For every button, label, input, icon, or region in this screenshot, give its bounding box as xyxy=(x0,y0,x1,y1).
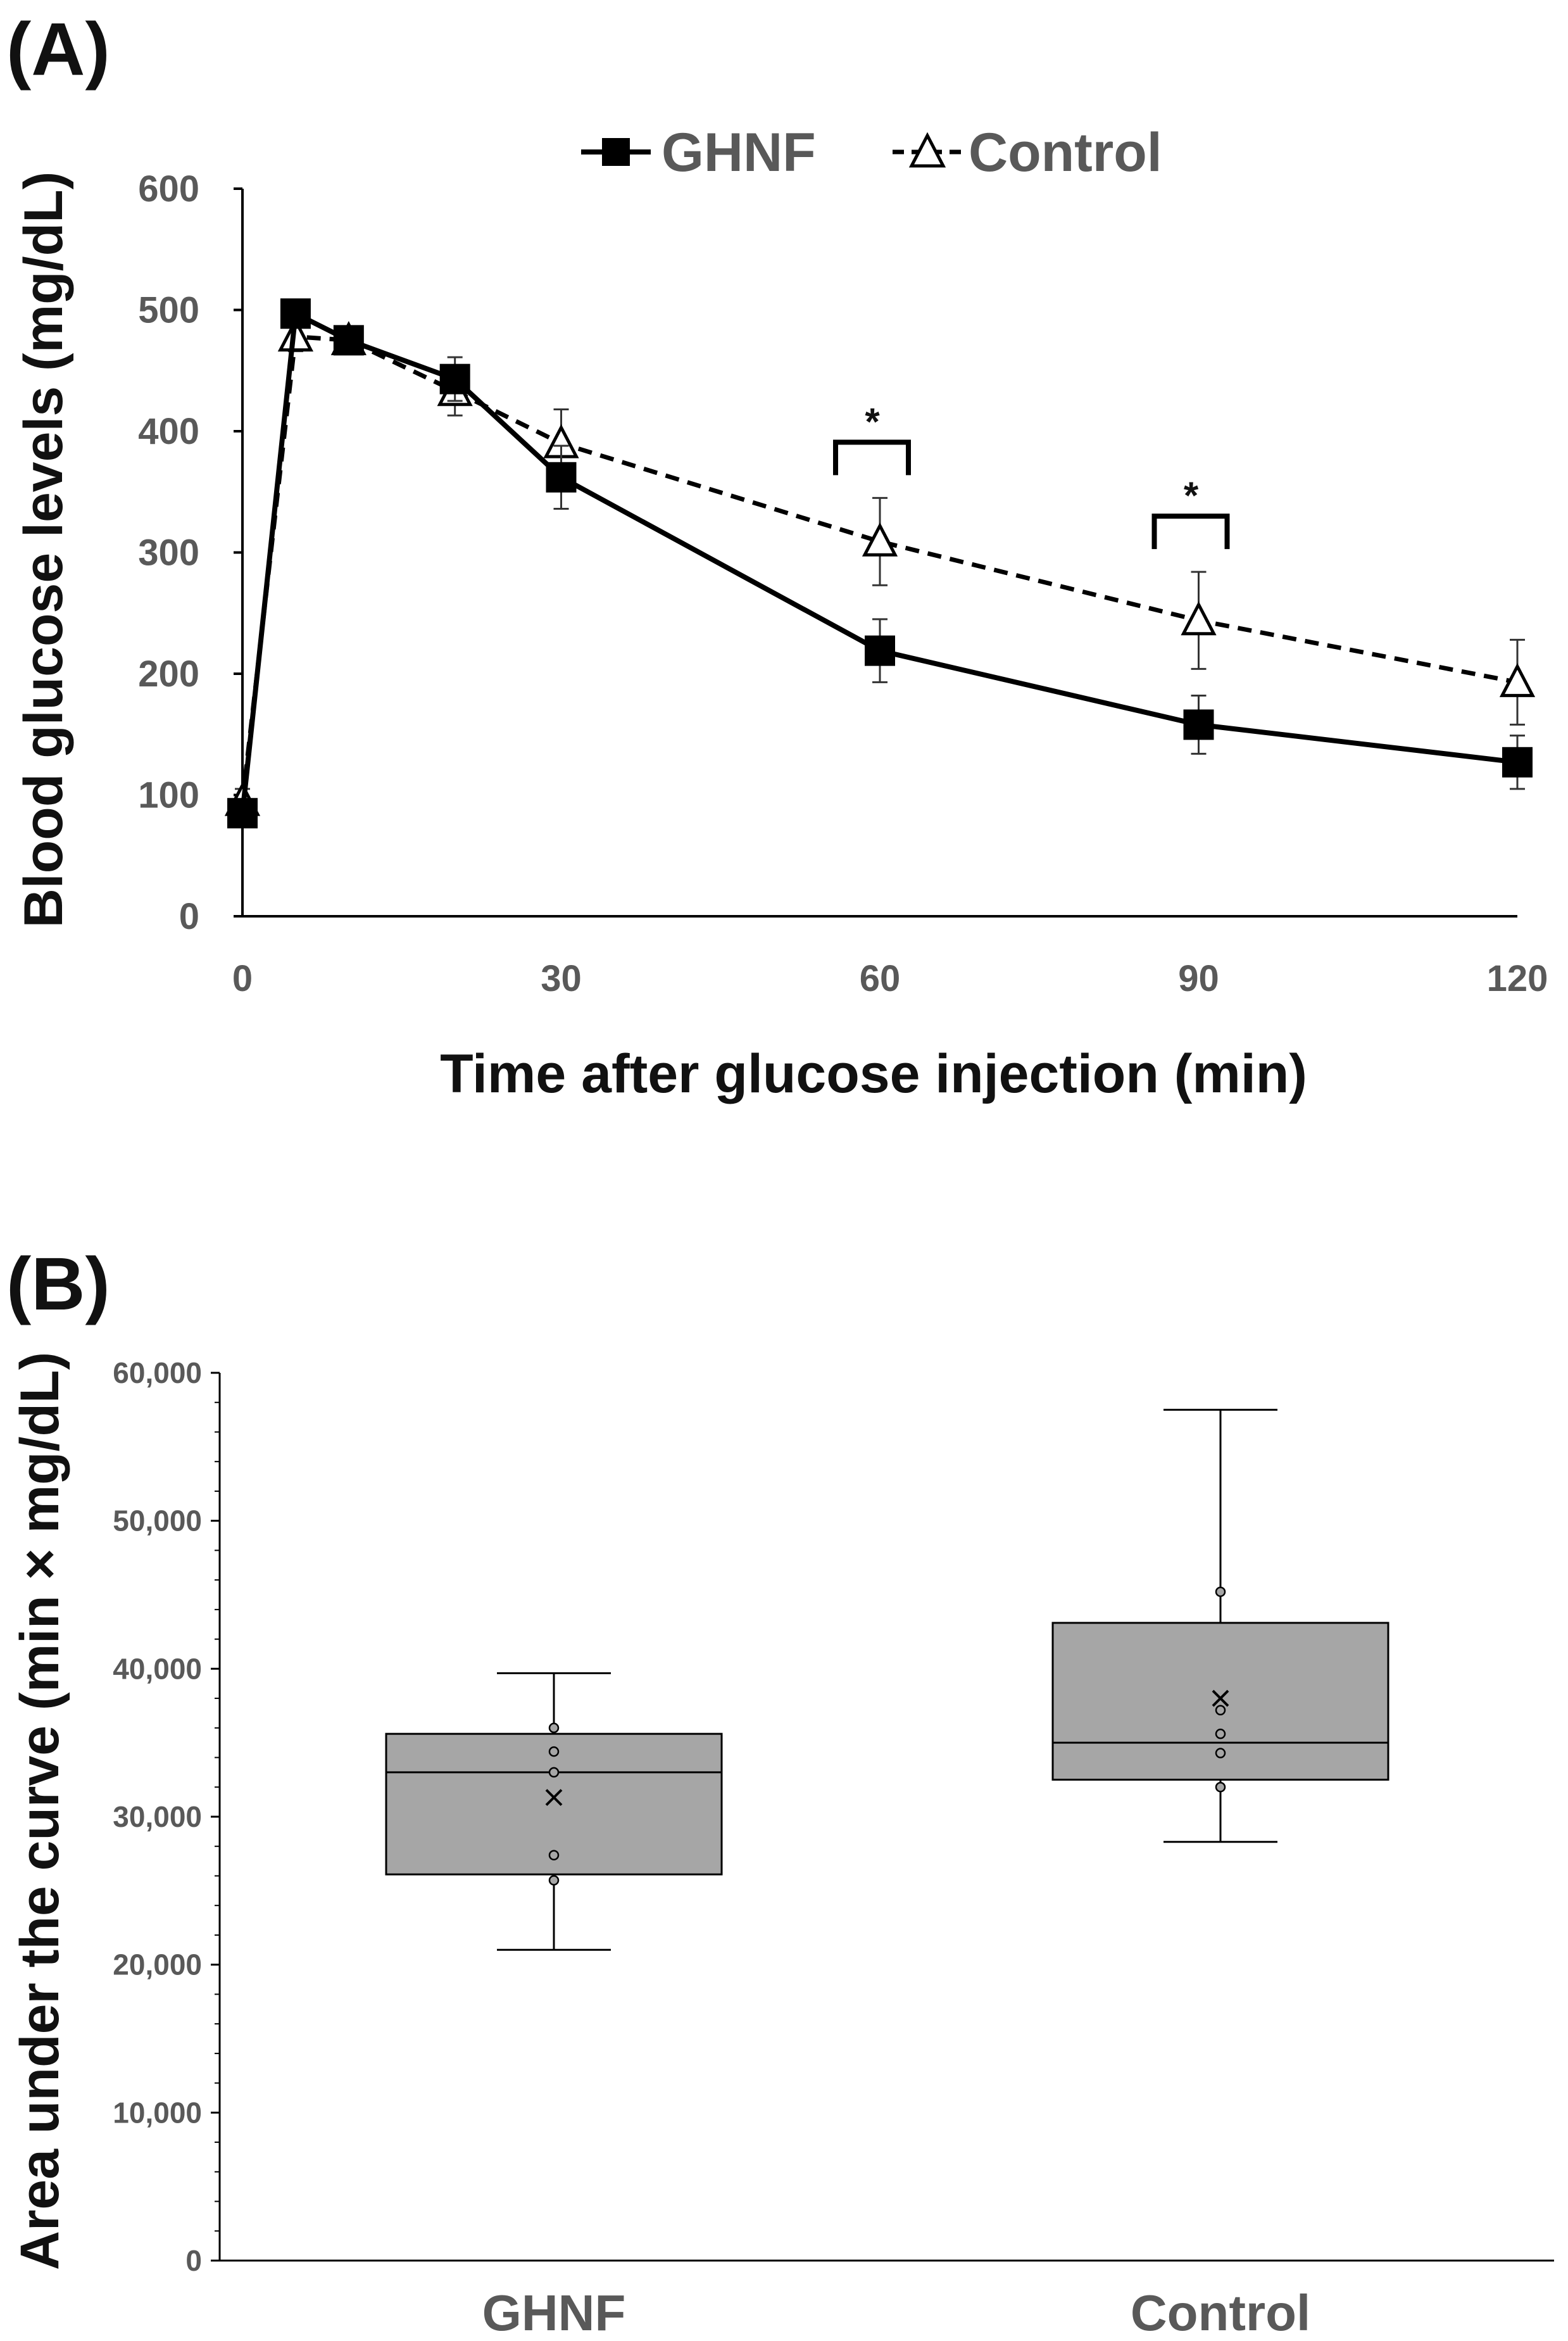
panel-a-label: (A) xyxy=(6,8,110,91)
significance-star: * xyxy=(1184,474,1199,517)
legend-ghnf-square-icon xyxy=(602,138,630,166)
panel-b-label: (B) xyxy=(6,1242,110,1326)
data-point-ghnf xyxy=(1502,747,1533,778)
panel-a-x-axis-title: Time after glucose injection (min) xyxy=(440,1044,1307,1104)
mean-marker xyxy=(1212,1689,1229,1707)
panel-a-x-tick-label: 30 xyxy=(541,958,582,999)
panel-b-boxes xyxy=(385,1408,1389,1951)
box-ghnf xyxy=(385,1672,723,1951)
data-point-control xyxy=(1499,663,1536,697)
panel-a-series xyxy=(224,298,1536,829)
series-line-control xyxy=(240,334,1518,802)
panel-a-x-tick-label: 60 xyxy=(860,958,901,999)
mean-marker xyxy=(545,1789,563,1807)
panel-b-axes xyxy=(211,1372,1554,2262)
panel-b-y-tick-label: 60,000 xyxy=(113,1356,202,1389)
panel-b-y-tick-label: 40,000 xyxy=(113,1652,202,1685)
mean-marker-stroke xyxy=(545,1789,563,1807)
panel-b-tick-labels: 0 10,000 20,000 30,000 40,000 50,000 60,000 xyxy=(113,1356,202,2277)
data-point xyxy=(548,1850,560,1861)
significance-bracket-line xyxy=(1151,514,1230,550)
data-point-ghnf xyxy=(333,325,364,356)
data-point xyxy=(1215,1748,1226,1758)
panel-b-y-tick-label: 10,000 xyxy=(113,2096,202,2129)
panel-a-y-tick-label: 200 xyxy=(138,653,199,695)
significance-star: * xyxy=(865,400,880,443)
legend-control-triangle-icon xyxy=(908,132,946,168)
box-control xyxy=(1051,1408,1389,1843)
panel-a-x-tick-label: 120 xyxy=(1487,958,1548,999)
significance-bracket: * xyxy=(833,400,911,476)
panel-b-y-axis-title: Area under the curve (min × mg/dL) xyxy=(9,1352,70,2270)
panel-a-y-tick-label: 0 xyxy=(179,896,199,937)
panel-a-y-tick-label: 300 xyxy=(138,533,199,574)
significance-bracket: * xyxy=(1151,474,1230,550)
data-point-ghnf xyxy=(227,798,258,829)
panel-b-y-tick-label: 0 xyxy=(185,2244,202,2277)
data-point xyxy=(548,1722,560,1734)
panel-a-y-tick-label: 100 xyxy=(138,775,199,816)
panel-a-y-tick-label: 400 xyxy=(138,411,199,452)
panel-a-legend: GHNF Control xyxy=(581,122,1162,183)
panel-a-y-axis-title: Blood glucose levels (mg/dL) xyxy=(13,172,74,928)
panel-a-significance: ** xyxy=(833,400,1230,550)
data-point-control xyxy=(862,522,898,557)
panel-b-y-tick-label: 50,000 xyxy=(113,1505,202,1537)
data-point-ghnf xyxy=(1183,709,1214,740)
data-point xyxy=(1215,1728,1226,1739)
panel-b-y-tick-label: 20,000 xyxy=(113,1948,202,1981)
mean-marker-stroke xyxy=(1212,1689,1229,1707)
panel-a-line-chart: (A) Blood glucose levels (mg/dL) Time af… xyxy=(6,8,1548,1104)
significance-bracket-line xyxy=(833,439,911,476)
panel-b-box-plot: (B) Area under the curve (min × mg/dL) 0… xyxy=(6,1242,1554,2341)
data-point xyxy=(548,1746,560,1757)
data-point-ghnf xyxy=(280,298,311,329)
data-point-ghnf xyxy=(546,462,577,493)
panel-b-y-tick-label: 30,000 xyxy=(113,1800,202,1833)
data-point xyxy=(1215,1705,1226,1716)
legend-control-label: Control xyxy=(969,122,1162,183)
panel-a-tick-labels: 0 100 200 300 400 500 600 0 30 60 90 120 xyxy=(138,168,1548,999)
panel-a-x-tick-label: 0 xyxy=(232,958,253,999)
category-label-control: Control xyxy=(1131,2285,1310,2341)
panel-a-y-tick-label: 500 xyxy=(138,290,199,331)
data-point xyxy=(1215,1782,1226,1793)
legend-ghnf-label: GHNF xyxy=(662,122,816,183)
category-label-ghnf: GHNF xyxy=(482,2285,626,2341)
data-point xyxy=(548,1767,560,1778)
data-point-ghnf xyxy=(865,635,895,666)
panel-a-x-tick-label: 90 xyxy=(1178,958,1219,999)
panel-b-category-labels: GHNF Control xyxy=(482,2285,1311,2341)
panel-a-y-tick-label: 600 xyxy=(138,168,199,210)
data-point xyxy=(548,1875,560,1886)
data-point xyxy=(1215,1586,1226,1598)
data-point-control xyxy=(1181,601,1217,636)
data-point-ghnf xyxy=(439,363,470,394)
